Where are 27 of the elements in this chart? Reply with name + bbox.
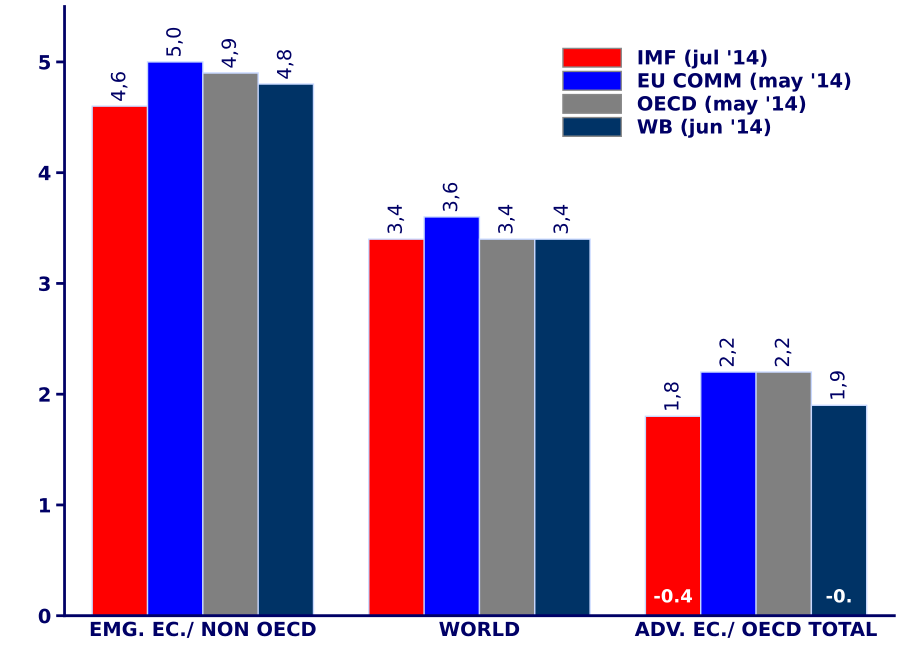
legend-label: IMF (jul '14)	[638, 50, 767, 69]
y-tick-label: 2	[39, 387, 50, 402]
data-label: 5,0	[166, 28, 183, 56]
data-label: 2,2	[719, 338, 736, 366]
data-label: 4,6	[110, 72, 128, 101]
data-label: 1,9	[830, 371, 847, 399]
legend-label: OECD (may '14)	[638, 96, 806, 115]
legend-label: EU COMM (may '14)	[638, 72, 850, 92]
data-label: 4,8	[276, 50, 294, 79]
data-label: 3,4	[553, 204, 570, 234]
x-tick-label: ADV. EC./ OECD TOTAL	[634, 622, 877, 638]
y-tick-label: 1	[40, 498, 50, 512]
data-label: 1,8	[664, 382, 681, 410]
data-label: 4,9	[221, 39, 238, 68]
data-label: 3,4	[498, 204, 515, 234]
x-tick-label: WORLD	[439, 622, 520, 636]
data-label: 3,6	[442, 182, 460, 212]
annotation: -0.4	[654, 589, 692, 603]
data-label: 3,4	[387, 204, 404, 234]
legend-label: WB (jun '14)	[637, 118, 770, 138]
x-tick-label: EMG. EC./ NON OECD	[90, 622, 316, 638]
y-tick-label: 3	[39, 276, 50, 292]
data-label: 2,2	[774, 338, 792, 366]
y-tick-label: 5	[39, 55, 50, 70]
y-tick-label: 0	[38, 608, 50, 624]
annotation: -0.	[826, 589, 851, 603]
y-tick-label: 4	[38, 166, 50, 180]
